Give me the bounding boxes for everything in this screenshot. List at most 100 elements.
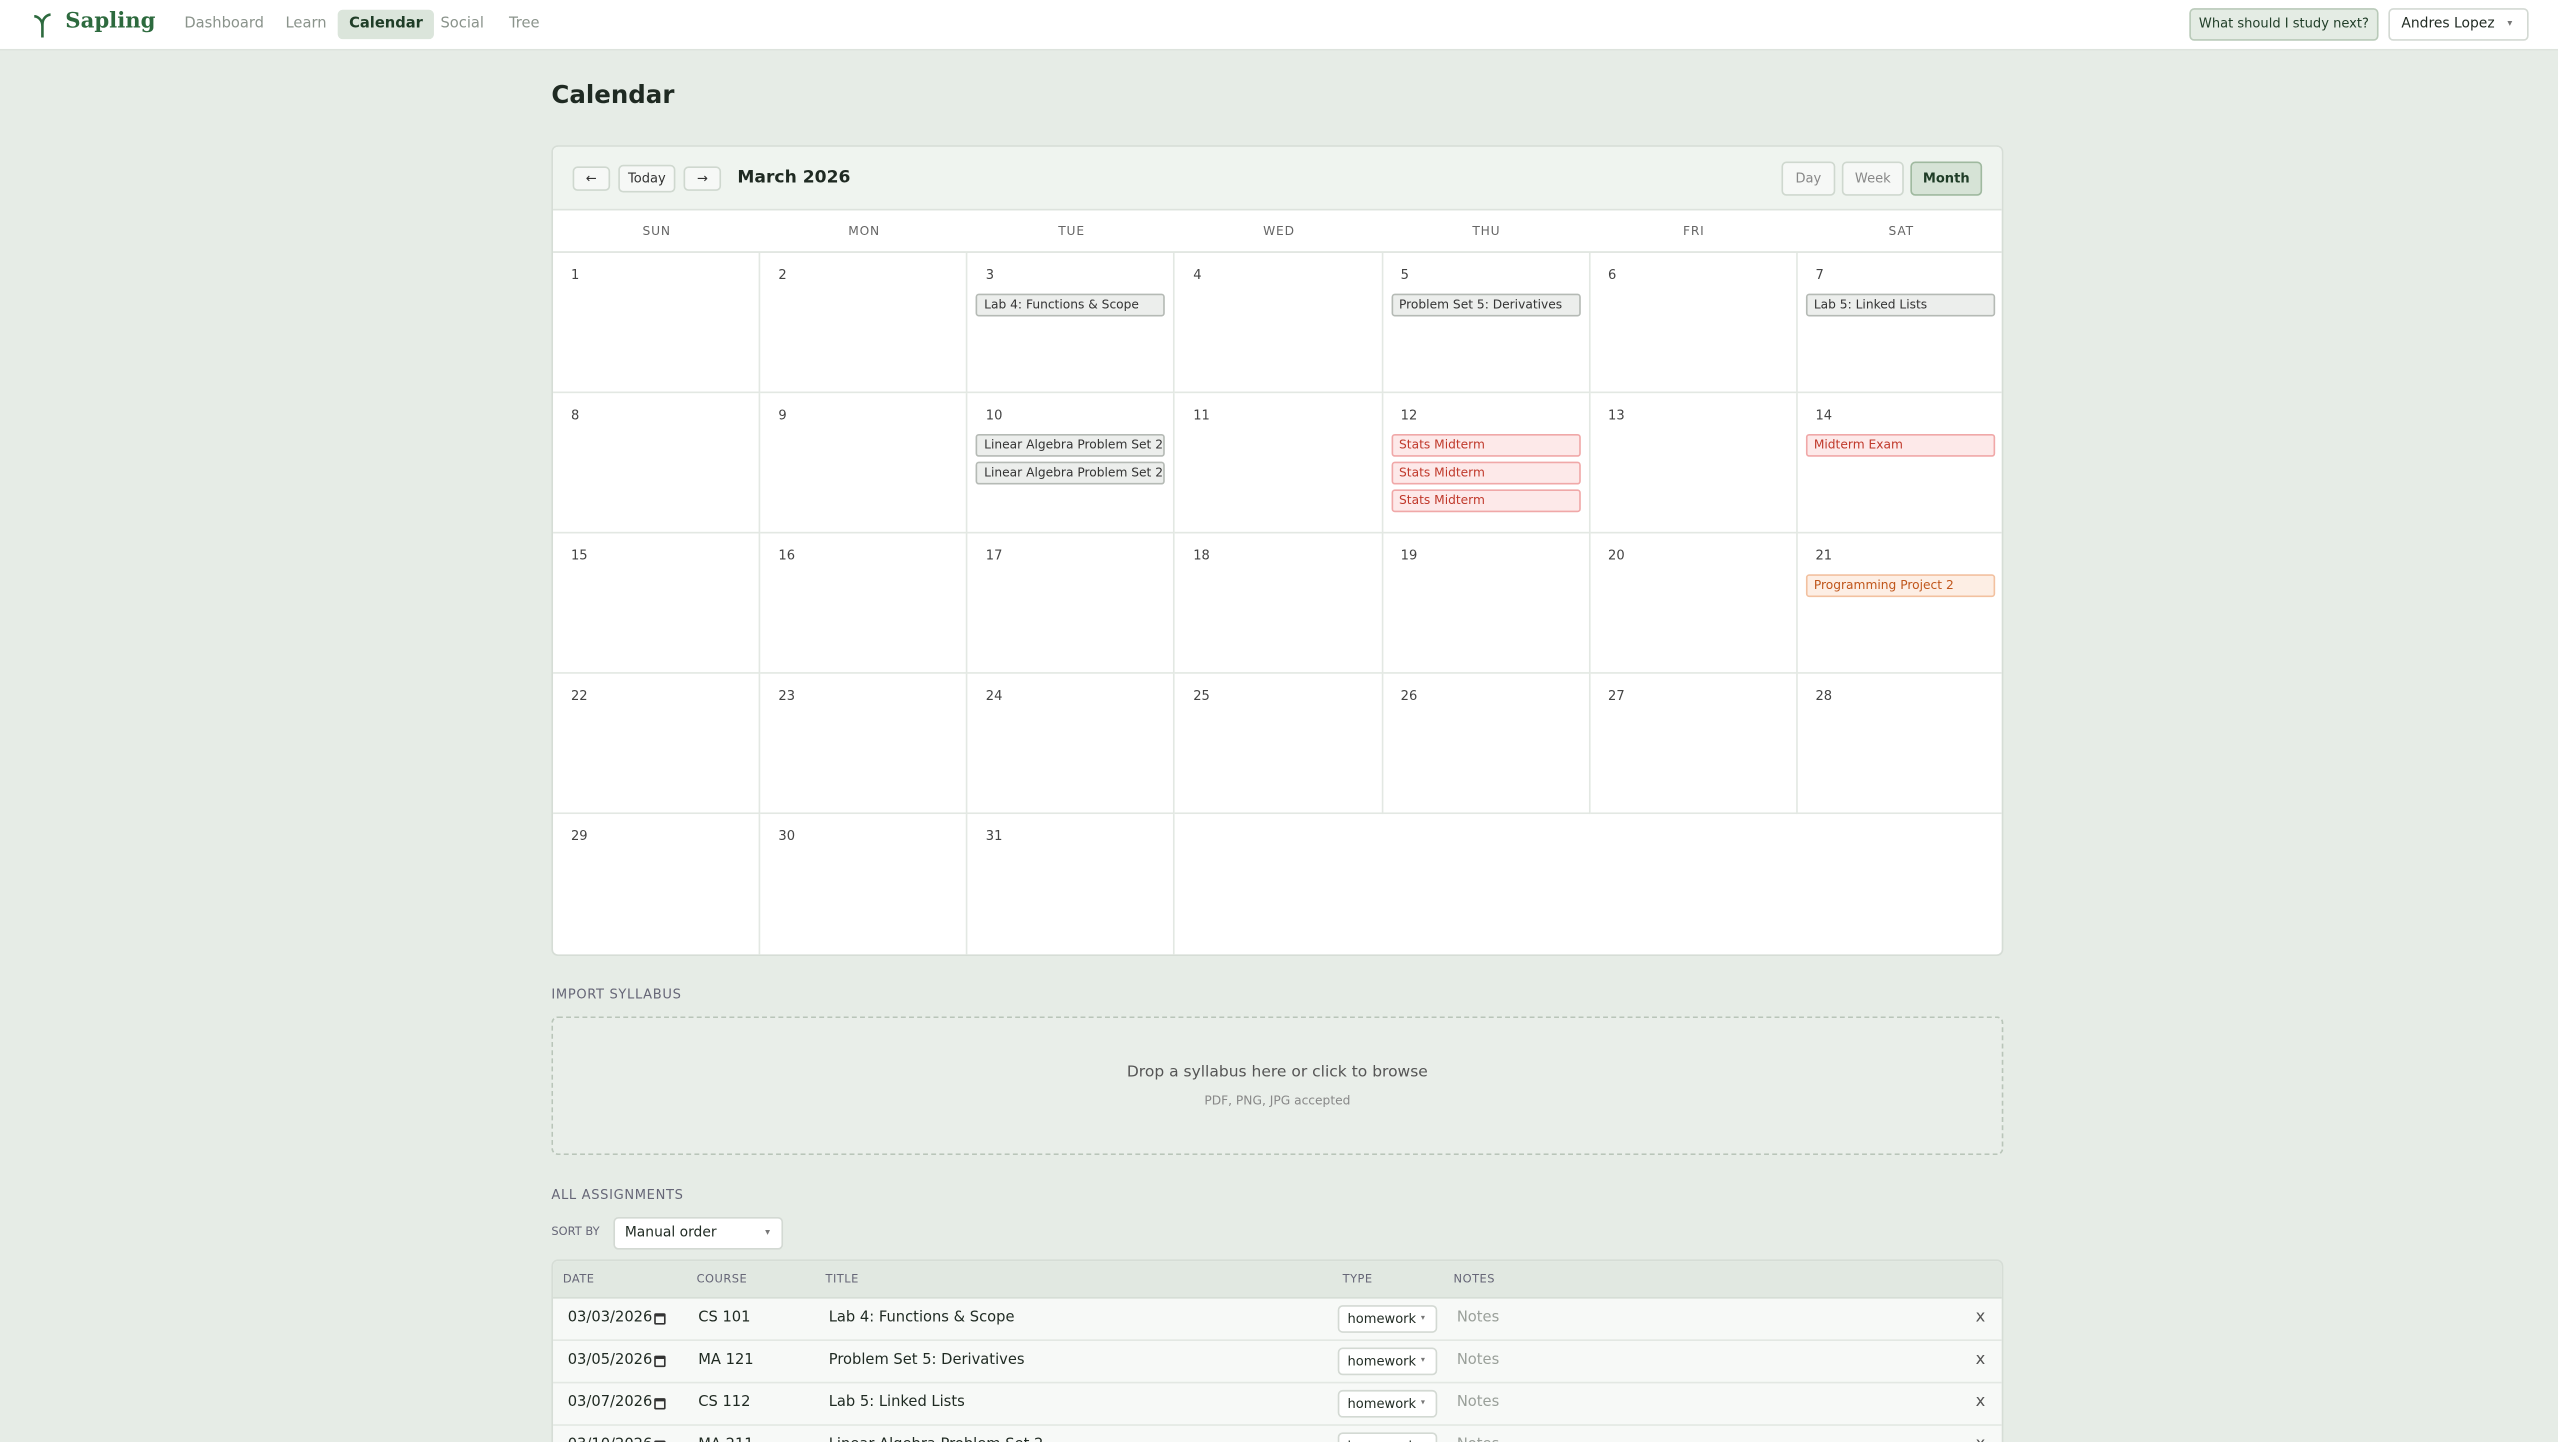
weekday-label: THU [1472, 223, 1501, 239]
course: MA 211 [698, 1437, 753, 1442]
day-cell[interactable]: 23 [760, 673, 968, 815]
day-number: 13 [1608, 407, 1625, 423]
nav-link[interactable]: Social [440, 16, 485, 33]
day-cell[interactable]: 27 [1590, 673, 1798, 815]
table-header [553, 1261, 2002, 1299]
event-chip[interactable]: Linear Algebra Problem Set 2 [976, 461, 1166, 485]
day-number: 22 [570, 688, 588, 704]
column-header: NOTES [1453, 1272, 1495, 1286]
day-cell[interactable]: 6 [1590, 252, 1798, 394]
event-chip[interactable]: Linear Algebra Problem Set 2 [976, 433, 1166, 457]
day-cell[interactable]: 15 [553, 533, 761, 674]
table-row: 03/07/2026 CS 112 Lab 5: Linked Lists homew… [553, 1383, 2002, 1426]
day-cell[interactable]: 7 Lab 5: Linked Lists [1797, 253, 2002, 394]
month-label: March 2026 [737, 168, 851, 188]
day-cell[interactable]: 25 [1175, 673, 1383, 815]
sort-label: SORT BY [551, 1225, 600, 1239]
assignments-table: DATE COURSE TITLE TYPE NOTES 03/03/2026 CS 101… [551, 1259, 2004, 1442]
user-menu[interactable]: Andres Lopez ▾ [2388, 8, 2529, 41]
day-cell[interactable]: 2 [760, 252, 968, 394]
day-cell[interactable]: 21 Programming Project 2 [1797, 533, 2002, 674]
brand[interactable]: Sapling [65, 9, 156, 35]
day-number: 29 [570, 828, 588, 844]
day-cell[interactable]: 29 [553, 814, 761, 955]
notes-input[interactable]: Notes [1456, 1352, 1500, 1369]
type-caret: ▾ [1421, 1441, 1425, 1442]
day-number: 25 [1193, 688, 1210, 704]
today-button[interactable]: Today [618, 164, 676, 193]
day-cell[interactable]: 30 [760, 814, 968, 955]
view-button[interactable]: Month [1910, 161, 1983, 196]
day-cell[interactable]: 17 [967, 533, 1176, 674]
type-select[interactable]: homework▾ [1337, 1305, 1438, 1333]
day-number: 23 [778, 688, 796, 704]
event-chip[interactable]: Stats Midterm [1390, 433, 1581, 457]
day-cell[interactable]: 5 Problem Set 5: Derivatives [1382, 252, 1591, 394]
calendar-card: ← Today → March 2026 Day Week Month SUN MON TUE WE… [551, 145, 2004, 956]
notes-input[interactable]: Notes [1456, 1309, 1500, 1327]
day-cell[interactable]: 11 [1175, 393, 1383, 534]
date-input[interactable]: 03/10/2026 [568, 1437, 653, 1442]
nav-link[interactable]: Calendar [337, 9, 435, 40]
day-number: 10 [985, 407, 1003, 423]
remove-button[interactable]: x [1975, 1350, 1986, 1369]
type-select[interactable]: homework▾ [1337, 1389, 1438, 1418]
calendar-icon [654, 1440, 666, 1442]
type-caret: ▾ [1420, 1355, 1426, 1366]
column-header: TITLE [825, 1272, 859, 1286]
day-cell[interactable]: 4 [1175, 252, 1383, 394]
day-cell[interactable]: 31 [968, 814, 1176, 955]
view-button[interactable]: Week [1841, 161, 1904, 196]
notes-input[interactable]: Notes [1456, 1394, 1500, 1412]
drop-zone[interactable]: Drop a syllabus here or click to browse P… [551, 1016, 2004, 1156]
day-cell[interactable]: 28 [1797, 674, 2002, 815]
day-number: 8 [570, 407, 580, 423]
view-button[interactable]: Day [1781, 161, 1836, 196]
nav-link[interactable]: Dashboard [184, 16, 265, 33]
date-input[interactable]: 03/05/2026 [567, 1352, 653, 1369]
day-cell[interactable]: 12 Stats Midterm Stats Midterm Stats Midter… [1382, 393, 1591, 534]
date-input[interactable]: 03/03/2026 [567, 1309, 653, 1327]
event-chip[interactable]: Programming Project 2 [1805, 574, 1996, 598]
event-chip[interactable]: Problem Set 5: Derivatives [1390, 293, 1581, 317]
remove-button[interactable]: x [1975, 1393, 1986, 1412]
day-cell[interactable]: 19 [1382, 533, 1591, 674]
event-chip[interactable]: Lab 5: Linked Lists [1805, 293, 1996, 317]
day-cell[interactable]: 3 Lab 4: Functions & Scope [967, 252, 1176, 394]
type-select[interactable]: homework▾ [1337, 1347, 1438, 1376]
nav-link[interactable]: Learn [285, 16, 327, 33]
day-cell[interactable]: 8 [553, 393, 761, 534]
day-number: 7 [1815, 267, 1824, 283]
day-cell[interactable]: 1 [553, 252, 761, 394]
calendar-icon [654, 1398, 666, 1410]
prev-button[interactable]: ← [572, 166, 611, 191]
sort-select[interactable]: Manual order ▾ [613, 1217, 784, 1250]
event-chip[interactable]: Midterm Exam [1805, 433, 1996, 457]
next-button[interactable]: → [683, 166, 722, 191]
day-cell[interactable]: 14 Midterm Exam [1797, 393, 2002, 534]
day-cell[interactable]: 18 [1175, 533, 1383, 674]
day-cell[interactable]: 24 [967, 673, 1176, 815]
day-cell[interactable]: 9 [760, 393, 968, 534]
notes-input[interactable]: Notes [1457, 1437, 1499, 1442]
section-label: IMPORT SYLLABUS [551, 986, 682, 1002]
title: Problem Set 5: Derivatives [828, 1352, 1025, 1369]
event-chip[interactable]: Stats Midterm [1390, 461, 1581, 485]
day-cell[interactable]: 20 [1590, 533, 1798, 674]
day-cell[interactable]: 26 [1382, 673, 1591, 815]
day-cell[interactable]: 22 [553, 673, 761, 815]
event-chip[interactable]: Stats Midterm [1390, 489, 1581, 513]
day-cell[interactable]: 13 [1590, 393, 1798, 534]
study-next-button[interactable]: What should I study next? [2189, 8, 2379, 41]
day-cell[interactable]: 10 Linear Algebra Problem Set 2 Linear Alg… [967, 393, 1176, 534]
type-select[interactable]: homework▾ [1337, 1432, 1438, 1442]
event-chip[interactable]: Lab 4: Functions & Scope [976, 293, 1166, 317]
remove-button[interactable]: x [1976, 1436, 1986, 1442]
day-cell[interactable]: 16 [760, 533, 968, 674]
top-nav: Sapling Dashboard Learn Calendar Social Tree W… [0, 0, 2558, 51]
date-input[interactable]: 03/07/2026 [567, 1394, 653, 1412]
nav-link[interactable]: Tree [508, 16, 540, 33]
remove-button[interactable]: x [1975, 1308, 1986, 1327]
